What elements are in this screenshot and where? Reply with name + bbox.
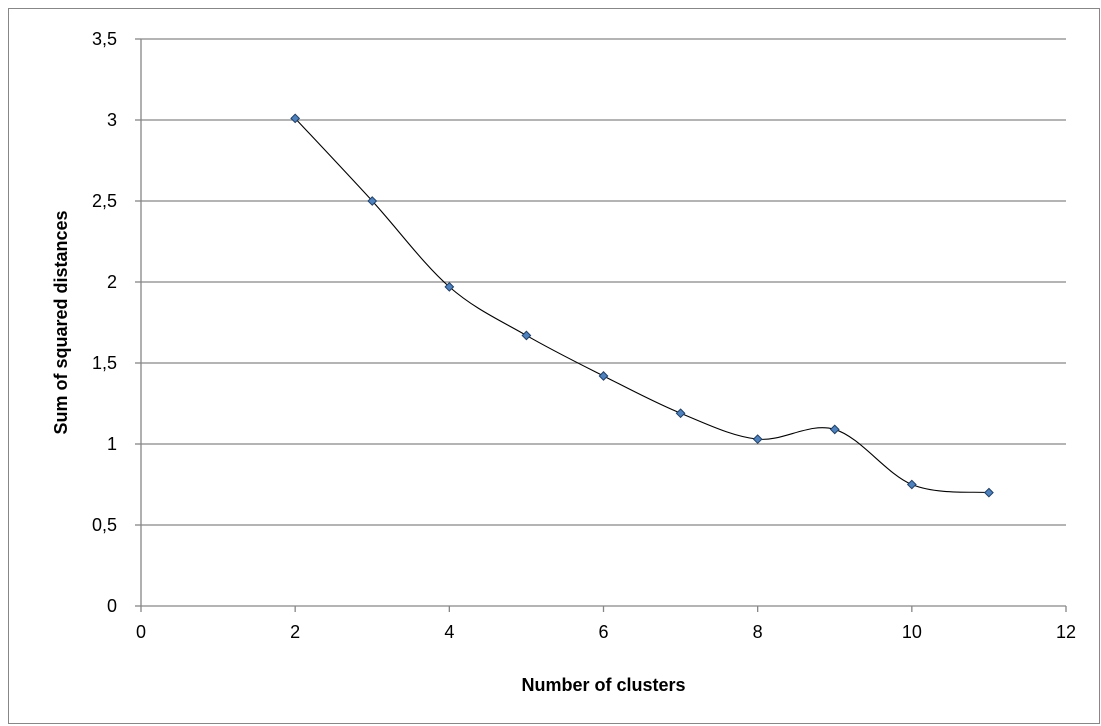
y-tick-label: 1,5 (92, 353, 117, 373)
data-point-marker (829, 424, 840, 435)
data-point-marker (444, 281, 455, 292)
y-tick-label: 2,5 (92, 191, 117, 211)
data-point-marker (598, 371, 609, 381)
x-tick-label: 6 (598, 622, 608, 642)
y-axis-title: Sum of squared distances (51, 210, 71, 434)
series-line (294, 118, 989, 494)
data-point-marker (367, 196, 378, 206)
data-point-marker (290, 113, 301, 124)
x-tick-labels: 0 2 4 6 8 10 12 (136, 622, 1076, 642)
data-point-marker (984, 487, 994, 498)
x-axis-title: Number of clusters (521, 675, 685, 695)
line-chart: 0 0,5 1 1,5 2 2,5 3 3,5 0 2 4 6 8 10 12 Number of clu… (51, 29, 1076, 695)
x-tick-label: 10 (902, 622, 922, 642)
data-point-marker (906, 479, 917, 490)
data-point-marker (752, 434, 763, 445)
data-point-marker (521, 330, 532, 341)
y-tick-labels: 0 0,5 1 1,5 2 2,5 3 3,5 (92, 29, 117, 616)
y-tick-label: 3,5 (92, 29, 117, 49)
chart-area: 0 0,5 1 1,5 2 2,5 3 3,5 0 2 4 6 8 10 12 Number of clu… (8, 8, 1100, 724)
x-tick-label: 4 (444, 622, 454, 642)
data-point-marker (675, 408, 686, 419)
y-tick-label: 3 (107, 110, 117, 130)
axes (135, 38, 1067, 612)
y-tick-label: 0 (107, 596, 117, 616)
y-tick-label: 2 (107, 272, 117, 292)
y-tick-label: 0,5 (92, 515, 117, 535)
x-tick-label: 0 (136, 622, 146, 642)
series-layer (294, 118, 989, 494)
x-tick-label: 12 (1056, 622, 1076, 642)
x-tick-label: 2 (290, 622, 300, 642)
y-tick-label: 1 (107, 434, 117, 454)
data-markers (290, 113, 994, 498)
gridlines (141, 38, 1066, 526)
x-tick-label: 8 (753, 622, 763, 642)
